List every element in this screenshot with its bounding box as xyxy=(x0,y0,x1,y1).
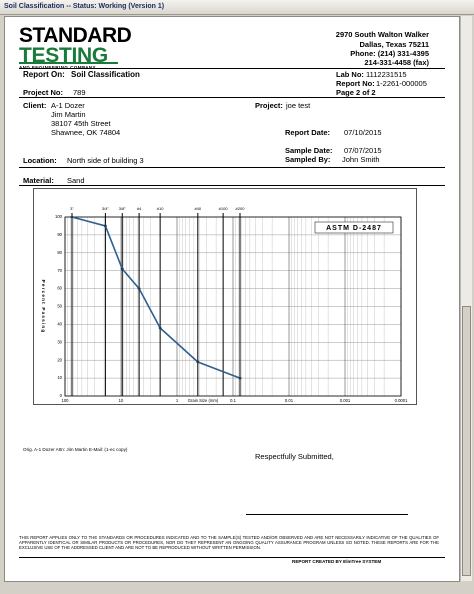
x-tick-label: 0.0001 xyxy=(395,398,408,403)
field-label: Material: xyxy=(23,176,54,185)
signature-line xyxy=(246,514,408,515)
address-line: 2970 South Walton Walker xyxy=(335,30,429,39)
scrollbar[interactable] xyxy=(460,16,472,581)
field-value: John Smith xyxy=(342,155,380,164)
x-tick-label: 0.01 xyxy=(285,398,294,403)
y-tick-label: 60 xyxy=(57,286,62,291)
rule xyxy=(19,97,445,98)
y-tick-label: 70 xyxy=(57,268,62,273)
field-label: Sampled By: xyxy=(285,155,331,164)
data-point xyxy=(196,360,200,364)
field-label: Location: xyxy=(23,156,57,165)
sieve-label: 3/4" xyxy=(102,206,110,211)
field-value: 38107 45th Street xyxy=(51,119,111,128)
sieve-label: #100 xyxy=(219,206,229,211)
y-tick-label: 30 xyxy=(57,339,62,344)
field-value: 07/10/2015 xyxy=(344,128,382,137)
field-value: A-1 Dozer xyxy=(51,101,85,110)
company-name: TESTING xyxy=(19,44,108,67)
signature-text: Respectfully Submitted, xyxy=(255,452,334,461)
x-tick-label: 10 xyxy=(119,398,124,403)
data-point xyxy=(137,287,141,290)
y-tick-label: 100 xyxy=(55,214,63,219)
x-axis-label: Grain Size (mm) xyxy=(188,398,219,403)
sieve-label: #200 xyxy=(236,206,246,211)
field-value: 789 xyxy=(73,88,86,97)
rule xyxy=(19,557,445,558)
rule xyxy=(19,167,445,168)
field-value: North side of building 3 xyxy=(67,156,144,165)
plot-frame xyxy=(64,216,402,397)
page-number: Page 2 of 2 xyxy=(336,88,376,97)
x-tick-label: 1 xyxy=(176,398,179,403)
scroll-thumb[interactable] xyxy=(462,306,471,576)
y-tick-label: 50 xyxy=(57,304,62,309)
field-label: Project: xyxy=(255,101,283,110)
x-tick-label: 100 xyxy=(62,398,70,403)
x-tick-label: 0.001 xyxy=(340,398,351,403)
field-value: Jim Martin xyxy=(51,110,86,119)
sieve-label: #40 xyxy=(194,206,201,211)
standard-box xyxy=(314,221,394,234)
field-value: Sand xyxy=(67,176,85,185)
field-value: 1-2261-000005 xyxy=(376,79,427,88)
data-point xyxy=(158,326,162,330)
y-axis-label: Percent Passing xyxy=(41,280,46,334)
address-line: 214-331-4458 (fax) xyxy=(364,58,429,67)
distribution: Orig. A-1 Dozer Attn: Jim Martin E-Mail:… xyxy=(23,447,128,452)
disclaimer: THIS REPORT APPLIES ONLY TO THE STANDARD… xyxy=(19,535,439,550)
company-name: STANDARD xyxy=(19,24,132,47)
logo-bar xyxy=(19,62,118,64)
address-line: Phone: (214) 331-4395 xyxy=(350,49,429,58)
rule xyxy=(19,68,445,69)
y-tick-label: 80 xyxy=(57,250,62,255)
field-label: Project No: xyxy=(23,88,64,97)
field-label: Report No: xyxy=(336,79,375,88)
field-value: 07/07/2015 xyxy=(344,146,382,155)
field-label: Client: xyxy=(23,101,47,110)
field-value: 1112231515 xyxy=(366,70,407,79)
y-tick-label: 90 xyxy=(57,232,62,237)
data-point xyxy=(238,376,242,380)
field-value: joe test xyxy=(286,101,311,110)
y-tick-label: 0 xyxy=(60,393,63,398)
sieve-label: #4 xyxy=(137,206,142,211)
company-tagline: AND ENGINEERING COMPANY xyxy=(19,65,96,71)
data-point xyxy=(103,224,107,228)
data-point xyxy=(70,215,74,219)
sieve-label: #10 xyxy=(157,206,164,211)
field-label: Report On: xyxy=(23,70,65,79)
window-title: Soil Classification -- Status: Working (… xyxy=(4,3,165,10)
y-tick-label: 20 xyxy=(57,357,62,362)
field-value: Shawnee, OK 74804 xyxy=(51,128,121,137)
chart-standard: ASTM D-2487 xyxy=(326,225,382,232)
field-value: Soil Classification xyxy=(71,70,140,79)
field-label: Sample Date: xyxy=(285,146,333,155)
y-tick-label: 10 xyxy=(57,375,62,380)
report-page: STANDARD TESTING AND ENGINEERING COMPANY… xyxy=(4,16,460,582)
field-label: Report Date: xyxy=(285,128,331,137)
field-label: Lab No: xyxy=(336,70,364,79)
address-line: Dallas, Texas 75211 xyxy=(359,40,430,49)
y-tick-label: 40 xyxy=(57,322,62,327)
rule xyxy=(19,185,445,186)
title-bar: Soil Classification -- Status: Working (… xyxy=(0,0,474,15)
sieve-label: 3/8" xyxy=(119,206,127,211)
sieve-label: 3" xyxy=(70,206,74,211)
x-tick-label: 0.1 xyxy=(230,398,236,403)
gradation-chart: 0 10 20 30 40 50 60 70 80 90 100 100 10 1 0.1 0.01 0.001… xyxy=(33,188,417,405)
credit: REPORT CREATED BY ElmTree SYSTEM xyxy=(292,559,382,564)
data-point xyxy=(120,267,124,271)
